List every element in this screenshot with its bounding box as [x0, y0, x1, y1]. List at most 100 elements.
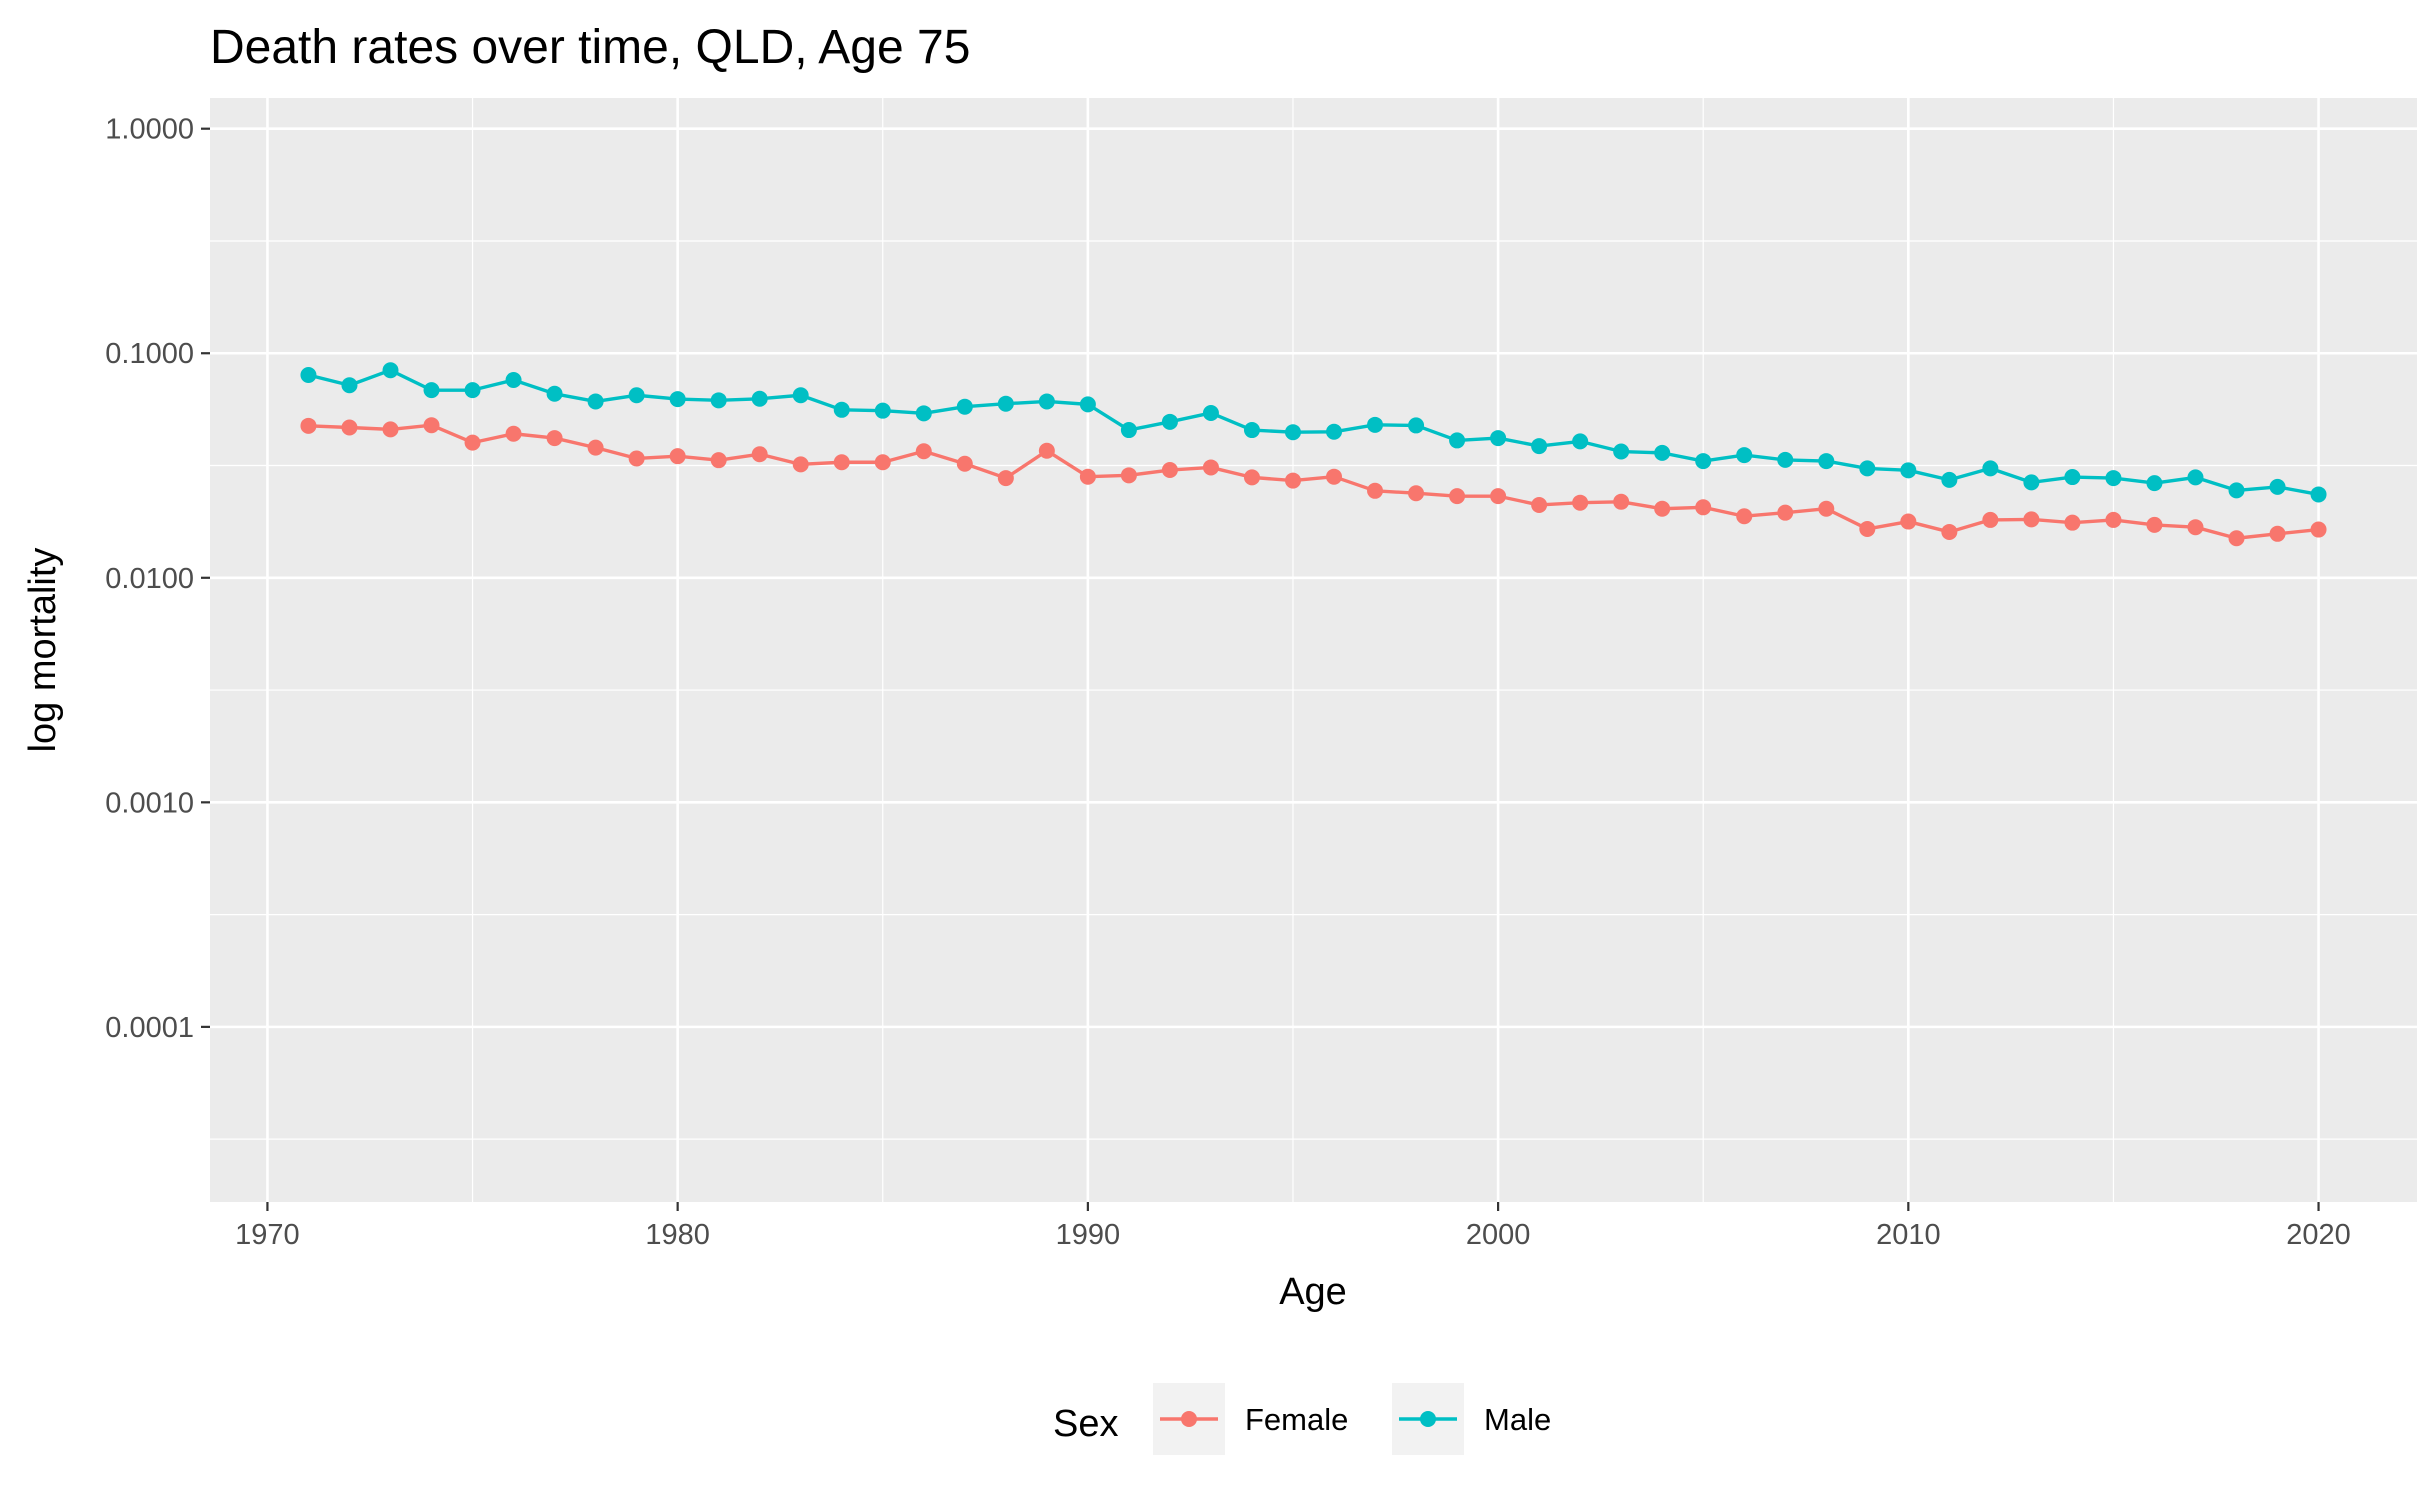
data-point-male — [1859, 460, 1876, 477]
data-point-female — [2269, 525, 2286, 542]
data-point-female — [669, 448, 686, 465]
data-point-male — [1408, 417, 1425, 434]
data-point-male — [300, 367, 317, 384]
data-point-female — [2064, 514, 2081, 531]
data-point-male — [423, 382, 440, 399]
data-point-female — [1120, 467, 1137, 484]
legend-label-female: Female — [1245, 1402, 1348, 1437]
data-point-female — [1941, 523, 1958, 540]
data-point-female — [300, 417, 317, 434]
data-point-female — [382, 421, 399, 438]
data-point-male — [1982, 460, 1999, 477]
data-point-male — [2269, 478, 2286, 495]
data-point-male — [997, 395, 1014, 412]
data-point-male — [1038, 393, 1055, 410]
data-point-male — [1695, 453, 1712, 470]
data-point-female — [751, 446, 768, 463]
data-point-male — [1243, 422, 1260, 439]
data-point-male — [874, 402, 891, 419]
x-axis-title: Age — [1279, 1271, 1347, 1313]
data-point-male — [2023, 474, 2040, 491]
data-point-male — [587, 393, 604, 410]
y-tick-label: 0.0001 — [105, 1012, 194, 1044]
data-point-male — [628, 387, 645, 404]
data-point-female — [1408, 485, 1425, 502]
data-point-male — [1613, 443, 1630, 460]
y-axis-title: log mortality — [22, 548, 64, 753]
data-point-male — [1326, 423, 1343, 440]
data-point-male — [1531, 438, 1548, 455]
data-point-male — [833, 401, 850, 418]
data-point-male — [1079, 396, 1096, 413]
data-point-female — [874, 454, 891, 471]
data-point-female — [2023, 511, 2040, 528]
x-tick-label: 2000 — [1466, 1219, 1531, 1251]
data-point-female — [1695, 499, 1712, 516]
data-point-male — [505, 372, 522, 389]
data-point-female — [2105, 511, 2122, 528]
data-point-male — [2146, 475, 2163, 492]
data-point-male — [710, 392, 727, 409]
data-point-female — [1161, 462, 1178, 479]
data-point-female — [1367, 482, 1384, 499]
grid-minor — [210, 98, 2417, 1202]
y-tick-label: 0.1000 — [105, 338, 194, 370]
data-point-female — [2310, 521, 2327, 538]
data-point-male — [792, 387, 809, 404]
data-point-male — [2187, 469, 2204, 486]
data-point-female — [915, 443, 932, 460]
legend-key-dot-female — [1181, 1411, 1197, 1427]
y-axis: 1.0000 0.1000 0.0100 0.0010 0.0001 — [105, 114, 210, 1044]
y-tick-label: 0.0100 — [105, 563, 194, 595]
data-point-male — [341, 377, 358, 394]
legend: Sex Female Male — [1053, 1383, 1551, 1455]
data-point-male — [1449, 432, 1466, 449]
data-point-female — [792, 456, 809, 473]
chart-title: Death rates over time, QLD, Age 75 — [210, 21, 970, 74]
data-point-male — [546, 385, 563, 402]
data-point-male — [1777, 451, 1794, 468]
data-point-male — [1161, 413, 1178, 430]
data-point-female — [1326, 468, 1343, 485]
legend-label-male: Male — [1484, 1402, 1551, 1437]
data-point-female — [1449, 488, 1466, 505]
legend-item-male: Male — [1392, 1383, 1551, 1455]
y-tick-label: 0.0010 — [105, 787, 194, 819]
data-point-male — [464, 382, 481, 399]
data-point-female — [423, 417, 440, 434]
data-point-female — [2187, 519, 2204, 536]
data-point-female — [464, 434, 481, 451]
data-point-female — [505, 425, 522, 442]
data-point-female — [997, 470, 1014, 487]
legend-item-female: Female — [1153, 1383, 1348, 1455]
plot-panel — [210, 98, 2417, 1202]
data-point-male — [1284, 424, 1301, 441]
data-point-male — [956, 398, 973, 415]
data-point-male — [915, 405, 932, 422]
data-point-male — [669, 391, 686, 408]
data-point-male — [2105, 470, 2122, 487]
y-tick-label: 1.0000 — [105, 114, 194, 146]
data-point-male — [1490, 430, 1507, 447]
data-point-female — [1079, 468, 1096, 485]
data-point-female — [587, 439, 604, 456]
data-point-male — [1736, 447, 1753, 464]
data-point-male — [1202, 404, 1219, 421]
data-point-female — [1982, 511, 1999, 528]
data-point-male — [1900, 462, 1917, 479]
data-point-male — [1367, 416, 1384, 433]
data-point-female — [2146, 516, 2163, 533]
legend-key-dot-male — [1420, 1411, 1436, 1427]
data-point-female — [1490, 488, 1507, 505]
data-point-female — [1818, 500, 1835, 517]
x-tick-label: 1970 — [235, 1219, 300, 1251]
data-point-female — [833, 454, 850, 471]
x-tick-label: 2010 — [1876, 1219, 1941, 1251]
data-point-female — [341, 419, 358, 436]
data-point-female — [1038, 442, 1055, 459]
series-layer — [300, 362, 2327, 547]
data-point-female — [1654, 500, 1671, 517]
data-point-male — [1120, 422, 1137, 439]
x-axis: 1970 1980 1990 2000 2010 2020 — [235, 1202, 2351, 1251]
data-point-female — [1202, 459, 1219, 476]
